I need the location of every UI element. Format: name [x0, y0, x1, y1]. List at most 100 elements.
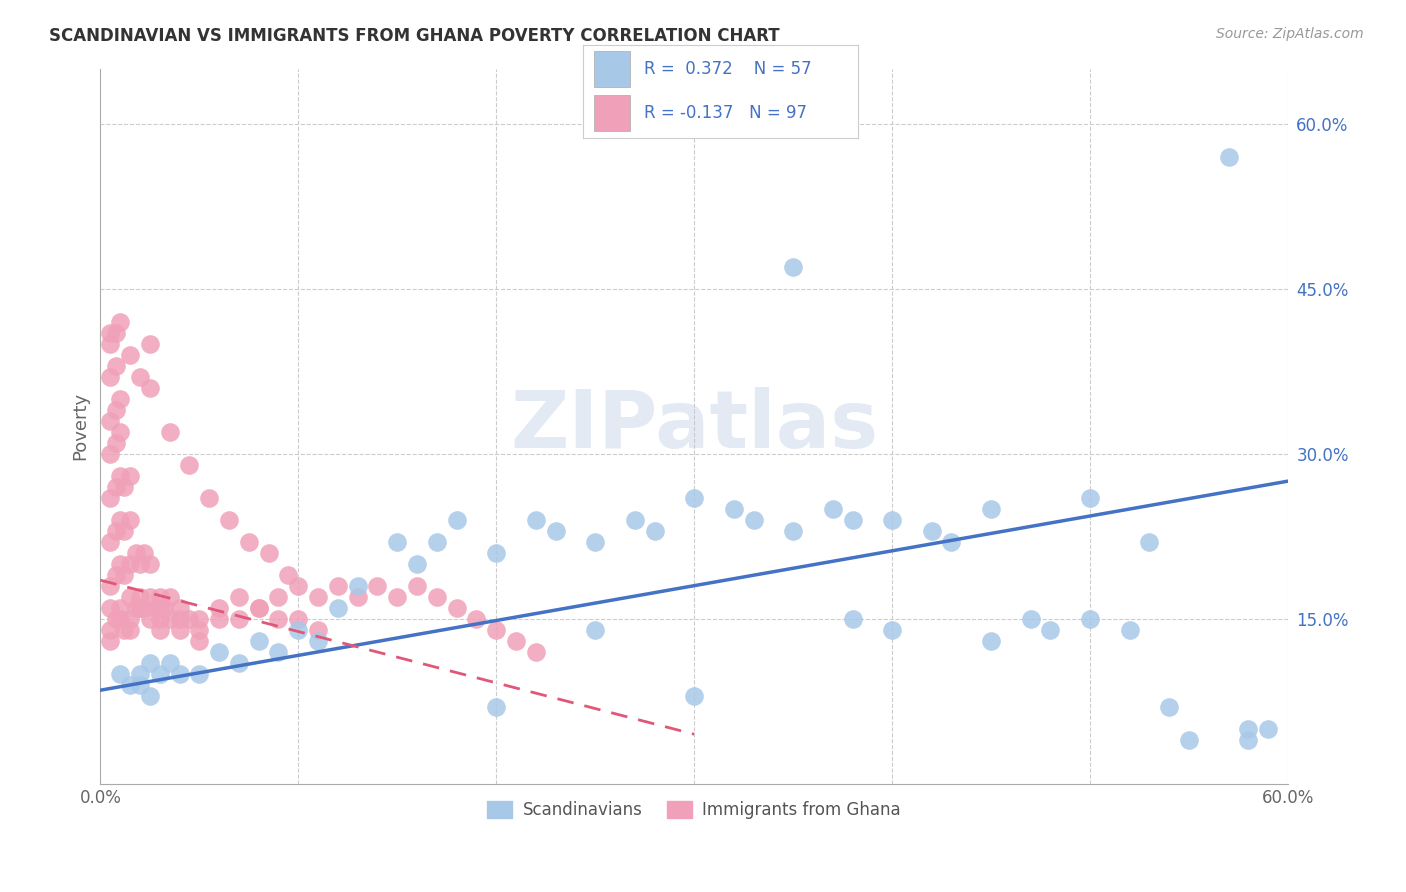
Point — [112, 567, 135, 582]
Point — [326, 579, 349, 593]
Text: SCANDINAVIAN VS IMMIGRANTS FROM GHANA POVERTY CORRELATION CHART: SCANDINAVIAN VS IMMIGRANTS FROM GHANA PO… — [49, 27, 780, 45]
Point — [524, 645, 547, 659]
Point — [105, 402, 128, 417]
Point — [105, 612, 128, 626]
Point — [98, 414, 121, 428]
Point — [406, 579, 429, 593]
Y-axis label: Poverty: Poverty — [72, 392, 89, 460]
Point — [257, 546, 280, 560]
Point — [139, 590, 162, 604]
Point — [821, 501, 844, 516]
Point — [118, 513, 141, 527]
Point — [208, 600, 231, 615]
Point — [198, 491, 221, 505]
Point — [1218, 150, 1240, 164]
Point — [98, 623, 121, 637]
FancyBboxPatch shape — [595, 51, 630, 87]
Point — [1019, 612, 1042, 626]
Point — [782, 260, 804, 274]
Point — [139, 557, 162, 571]
Point — [1178, 732, 1201, 747]
Point — [387, 590, 409, 604]
Point — [583, 623, 606, 637]
Point — [98, 600, 121, 615]
Point — [267, 612, 290, 626]
Point — [623, 513, 645, 527]
Point — [149, 623, 172, 637]
Point — [742, 513, 765, 527]
Point — [465, 612, 488, 626]
Point — [1118, 623, 1140, 637]
Point — [307, 633, 329, 648]
Point — [228, 612, 250, 626]
Point — [524, 513, 547, 527]
Point — [485, 699, 508, 714]
Point — [108, 666, 131, 681]
Point — [159, 656, 181, 670]
Point — [287, 612, 309, 626]
Point — [1078, 491, 1101, 505]
Point — [277, 567, 299, 582]
Point — [882, 513, 904, 527]
Point — [145, 600, 167, 615]
Point — [1078, 612, 1101, 626]
Point — [129, 557, 152, 571]
Point — [129, 666, 152, 681]
Point — [139, 656, 162, 670]
Point — [406, 557, 429, 571]
Point — [118, 468, 141, 483]
Point — [683, 491, 706, 505]
Point — [149, 666, 172, 681]
Point — [941, 534, 963, 549]
Point — [139, 381, 162, 395]
Point — [208, 612, 231, 626]
Point — [108, 315, 131, 329]
Point — [139, 689, 162, 703]
Point — [98, 336, 121, 351]
Point — [980, 633, 1002, 648]
Point — [98, 369, 121, 384]
Point — [139, 336, 162, 351]
Point — [366, 579, 388, 593]
Point — [98, 491, 121, 505]
Point — [159, 425, 181, 439]
Point — [307, 590, 329, 604]
Point — [426, 590, 449, 604]
Point — [149, 600, 172, 615]
Point — [108, 557, 131, 571]
Point — [228, 656, 250, 670]
Point — [307, 623, 329, 637]
Point — [267, 645, 290, 659]
Point — [152, 600, 174, 615]
Point — [159, 612, 181, 626]
Point — [644, 524, 666, 538]
Point — [129, 369, 152, 384]
Point — [267, 590, 290, 604]
Point — [108, 600, 131, 615]
Point — [485, 623, 508, 637]
Text: R =  0.372    N = 57: R = 0.372 N = 57 — [644, 60, 811, 78]
Point — [112, 623, 135, 637]
Point — [108, 468, 131, 483]
Point — [921, 524, 943, 538]
Point — [159, 590, 181, 604]
Point — [208, 645, 231, 659]
Point — [326, 600, 349, 615]
Point — [485, 546, 508, 560]
Point — [132, 600, 155, 615]
Point — [125, 600, 148, 615]
Point — [118, 612, 141, 626]
FancyBboxPatch shape — [595, 95, 630, 131]
Point — [169, 600, 191, 615]
Point — [108, 612, 131, 626]
Point — [179, 458, 201, 472]
Point — [446, 600, 468, 615]
Point — [105, 567, 128, 582]
Point — [1237, 732, 1260, 747]
Point — [105, 435, 128, 450]
Point — [247, 633, 270, 648]
Point — [105, 480, 128, 494]
Point — [132, 546, 155, 560]
Point — [841, 513, 863, 527]
Point — [125, 546, 148, 560]
